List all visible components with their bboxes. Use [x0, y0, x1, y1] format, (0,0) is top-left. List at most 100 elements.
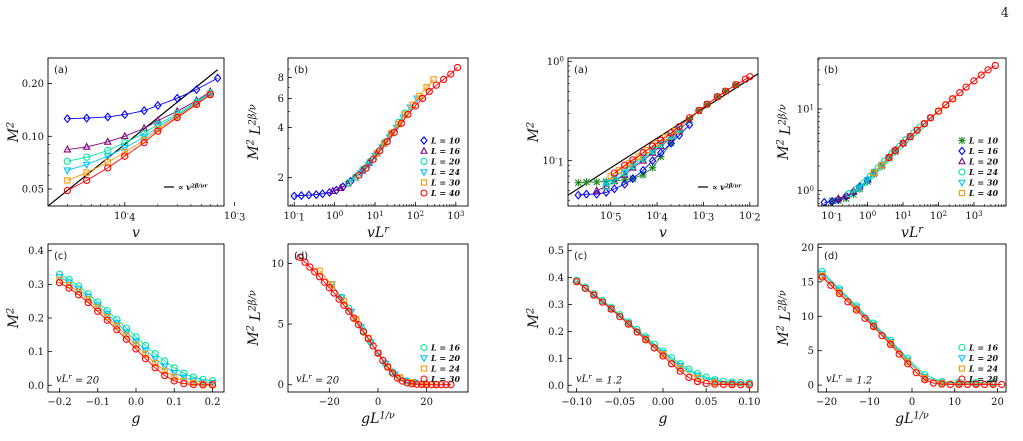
y-tick-label: 0.0 [548, 381, 564, 392]
x-tick-label: 101 [894, 210, 911, 222]
data-point [885, 153, 893, 162]
series-3 [572, 278, 754, 389]
data-point [602, 182, 610, 191]
x-tick-label: 20 [420, 397, 433, 408]
x-axis-label: v [132, 225, 140, 241]
x-tick-label: −0.2 [47, 397, 71, 408]
legend-marker [420, 179, 428, 186]
data-point [648, 142, 657, 150]
x-tick-label: 10-3 [224, 210, 245, 224]
annotation: vLr = 1.2 [826, 373, 872, 387]
data-point [345, 307, 353, 315]
x-tick-label: 10-2 [739, 210, 760, 224]
series-line [832, 151, 896, 202]
data-point [827, 281, 835, 289]
series-line [67, 94, 211, 191]
series-2 [316, 267, 440, 388]
data-point [344, 179, 353, 187]
data-point [818, 273, 826, 281]
plot-area [568, 73, 758, 200]
data-point [340, 301, 348, 309]
legend-label: L = 24 [430, 167, 460, 177]
y-tick-label: 0.3 [28, 280, 44, 291]
data-point [369, 155, 377, 163]
data-point [685, 114, 694, 122]
legend-marker [958, 168, 966, 176]
panel-label: (a) [54, 65, 68, 76]
data-point [83, 176, 91, 185]
series-line [59, 279, 213, 385]
data-point [592, 186, 601, 194]
legend-marker [420, 355, 428, 363]
data-point [642, 336, 650, 344]
data-point [297, 190, 306, 201]
x-tick-label: −20 [319, 397, 340, 408]
data-point [602, 181, 611, 190]
data-point [160, 363, 169, 372]
y-tick-label: 0.1 [548, 354, 564, 365]
data-point [656, 148, 665, 158]
data-point [869, 322, 878, 331]
data-point [820, 197, 829, 206]
data-point [572, 278, 581, 286]
data-point [602, 187, 611, 197]
series-2 [573, 278, 753, 388]
data-point [844, 298, 852, 306]
legend-marker [420, 189, 428, 197]
series-6 [885, 61, 999, 162]
x-tick-label: −10 [859, 397, 880, 408]
legend-marker [420, 375, 428, 383]
y-axis-label: M2 [6, 122, 22, 144]
data-point [330, 289, 338, 297]
data-point [418, 94, 427, 103]
panel-label: (a) [574, 65, 588, 76]
y-tick-label: 100 [547, 56, 564, 68]
data-point [189, 377, 198, 386]
data-point [942, 101, 950, 109]
x-axis-label: vLr [367, 225, 390, 241]
legend-entry: L = 16 [958, 343, 998, 353]
data-point [675, 123, 683, 131]
data-point [388, 369, 397, 377]
y-tick-label: 101 [797, 103, 814, 115]
legend-marker [958, 189, 966, 197]
data-point [685, 120, 694, 130]
data-point [574, 179, 583, 187]
data-point [984, 66, 992, 74]
data-point [83, 153, 91, 161]
data-point [192, 84, 201, 95]
y-tick-label: 0.2 [28, 314, 44, 325]
series-line [319, 270, 437, 385]
data-point [447, 381, 455, 389]
legend-entry: L = 40 [420, 188, 460, 198]
x-axis-label: v [659, 225, 667, 241]
y-tick-label: 5 [808, 346, 814, 357]
data-point [972, 380, 980, 389]
data-point [956, 89, 964, 97]
plot-area [820, 61, 999, 206]
data-point [891, 146, 899, 155]
series-2 [63, 89, 214, 165]
data-point [103, 316, 111, 325]
data-point [296, 253, 304, 261]
x-tick-label: −20 [816, 397, 837, 408]
data-point [170, 377, 178, 385]
data-point [906, 132, 914, 141]
data-point [63, 114, 72, 124]
legend-entry: L = 16 [420, 146, 460, 156]
legend-entry: L = 24 [958, 364, 998, 374]
panel-B_d: −20 −10 0 10 20 0 5 10 15 20 (d) gL1/ν M2 L2β/ν vLr =… [776, 243, 1007, 427]
y-axis-label: M2 L2β/ν [776, 290, 794, 347]
data-point [948, 95, 957, 103]
data-point [878, 162, 885, 169]
y-tick-label: 5 [278, 320, 284, 331]
series-line [67, 93, 211, 181]
data-point [845, 190, 853, 198]
series-line [821, 275, 994, 385]
data-point [962, 83, 970, 91]
data-point [121, 152, 129, 160]
legend-label: L = 20 [968, 157, 998, 167]
data-point [120, 110, 129, 120]
data-point [667, 129, 675, 137]
legend-marker [958, 157, 966, 165]
